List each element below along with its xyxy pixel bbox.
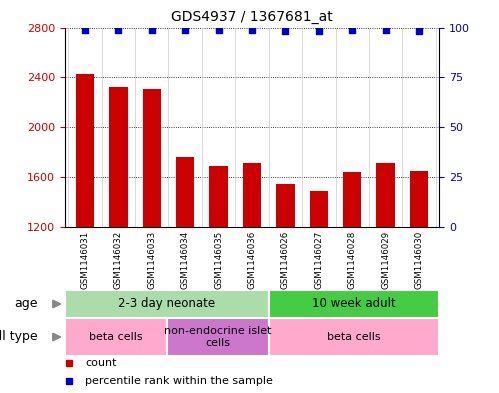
- Bar: [76, 73, 94, 227]
- Bar: [376, 163, 395, 227]
- Point: [148, 26, 156, 33]
- Point: [248, 26, 256, 33]
- Text: GSM1146026: GSM1146026: [281, 231, 290, 289]
- Text: age: age: [14, 298, 38, 310]
- Title: GDS4937 / 1367681_at: GDS4937 / 1367681_at: [171, 10, 333, 24]
- Bar: [210, 166, 228, 227]
- Point: [181, 26, 189, 33]
- Text: non-endocrine islet
cells: non-endocrine islet cells: [164, 326, 272, 348]
- Bar: [243, 163, 261, 227]
- Text: GSM1146031: GSM1146031: [80, 231, 89, 289]
- Text: GSM1146027: GSM1146027: [314, 231, 323, 289]
- Point: [315, 28, 323, 35]
- Text: GSM1146035: GSM1146035: [214, 231, 223, 289]
- Bar: [109, 87, 128, 227]
- Text: GSM1146032: GSM1146032: [114, 231, 123, 289]
- Text: GSM1146030: GSM1146030: [415, 231, 424, 289]
- Bar: [343, 172, 361, 227]
- Bar: [65, 290, 269, 318]
- Bar: [276, 184, 294, 227]
- Point: [215, 26, 223, 33]
- Bar: [143, 89, 161, 227]
- Text: beta cells: beta cells: [327, 332, 381, 342]
- Point: [382, 26, 390, 33]
- Point: [81, 26, 89, 33]
- Bar: [269, 290, 439, 318]
- Bar: [410, 171, 428, 227]
- Text: GSM1146029: GSM1146029: [381, 231, 390, 289]
- Text: percentile rank within the sample: percentile rank within the sample: [85, 376, 273, 386]
- Text: 2-3 day neonate: 2-3 day neonate: [118, 298, 216, 310]
- Point: [415, 28, 423, 35]
- Bar: [269, 318, 439, 356]
- Bar: [65, 318, 167, 356]
- Text: cell type: cell type: [0, 331, 38, 343]
- Bar: [167, 318, 269, 356]
- Point: [281, 28, 289, 35]
- Point: [114, 26, 122, 33]
- Bar: [310, 191, 328, 227]
- Text: beta cells: beta cells: [89, 332, 143, 342]
- Text: 10 week adult: 10 week adult: [312, 298, 396, 310]
- Point: [348, 26, 356, 33]
- Text: GSM1146034: GSM1146034: [181, 231, 190, 289]
- Bar: [176, 157, 194, 227]
- Text: GSM1146028: GSM1146028: [348, 231, 357, 289]
- Text: count: count: [85, 358, 117, 369]
- Text: GSM1146036: GSM1146036: [248, 231, 256, 289]
- Text: GSM1146033: GSM1146033: [147, 231, 156, 289]
